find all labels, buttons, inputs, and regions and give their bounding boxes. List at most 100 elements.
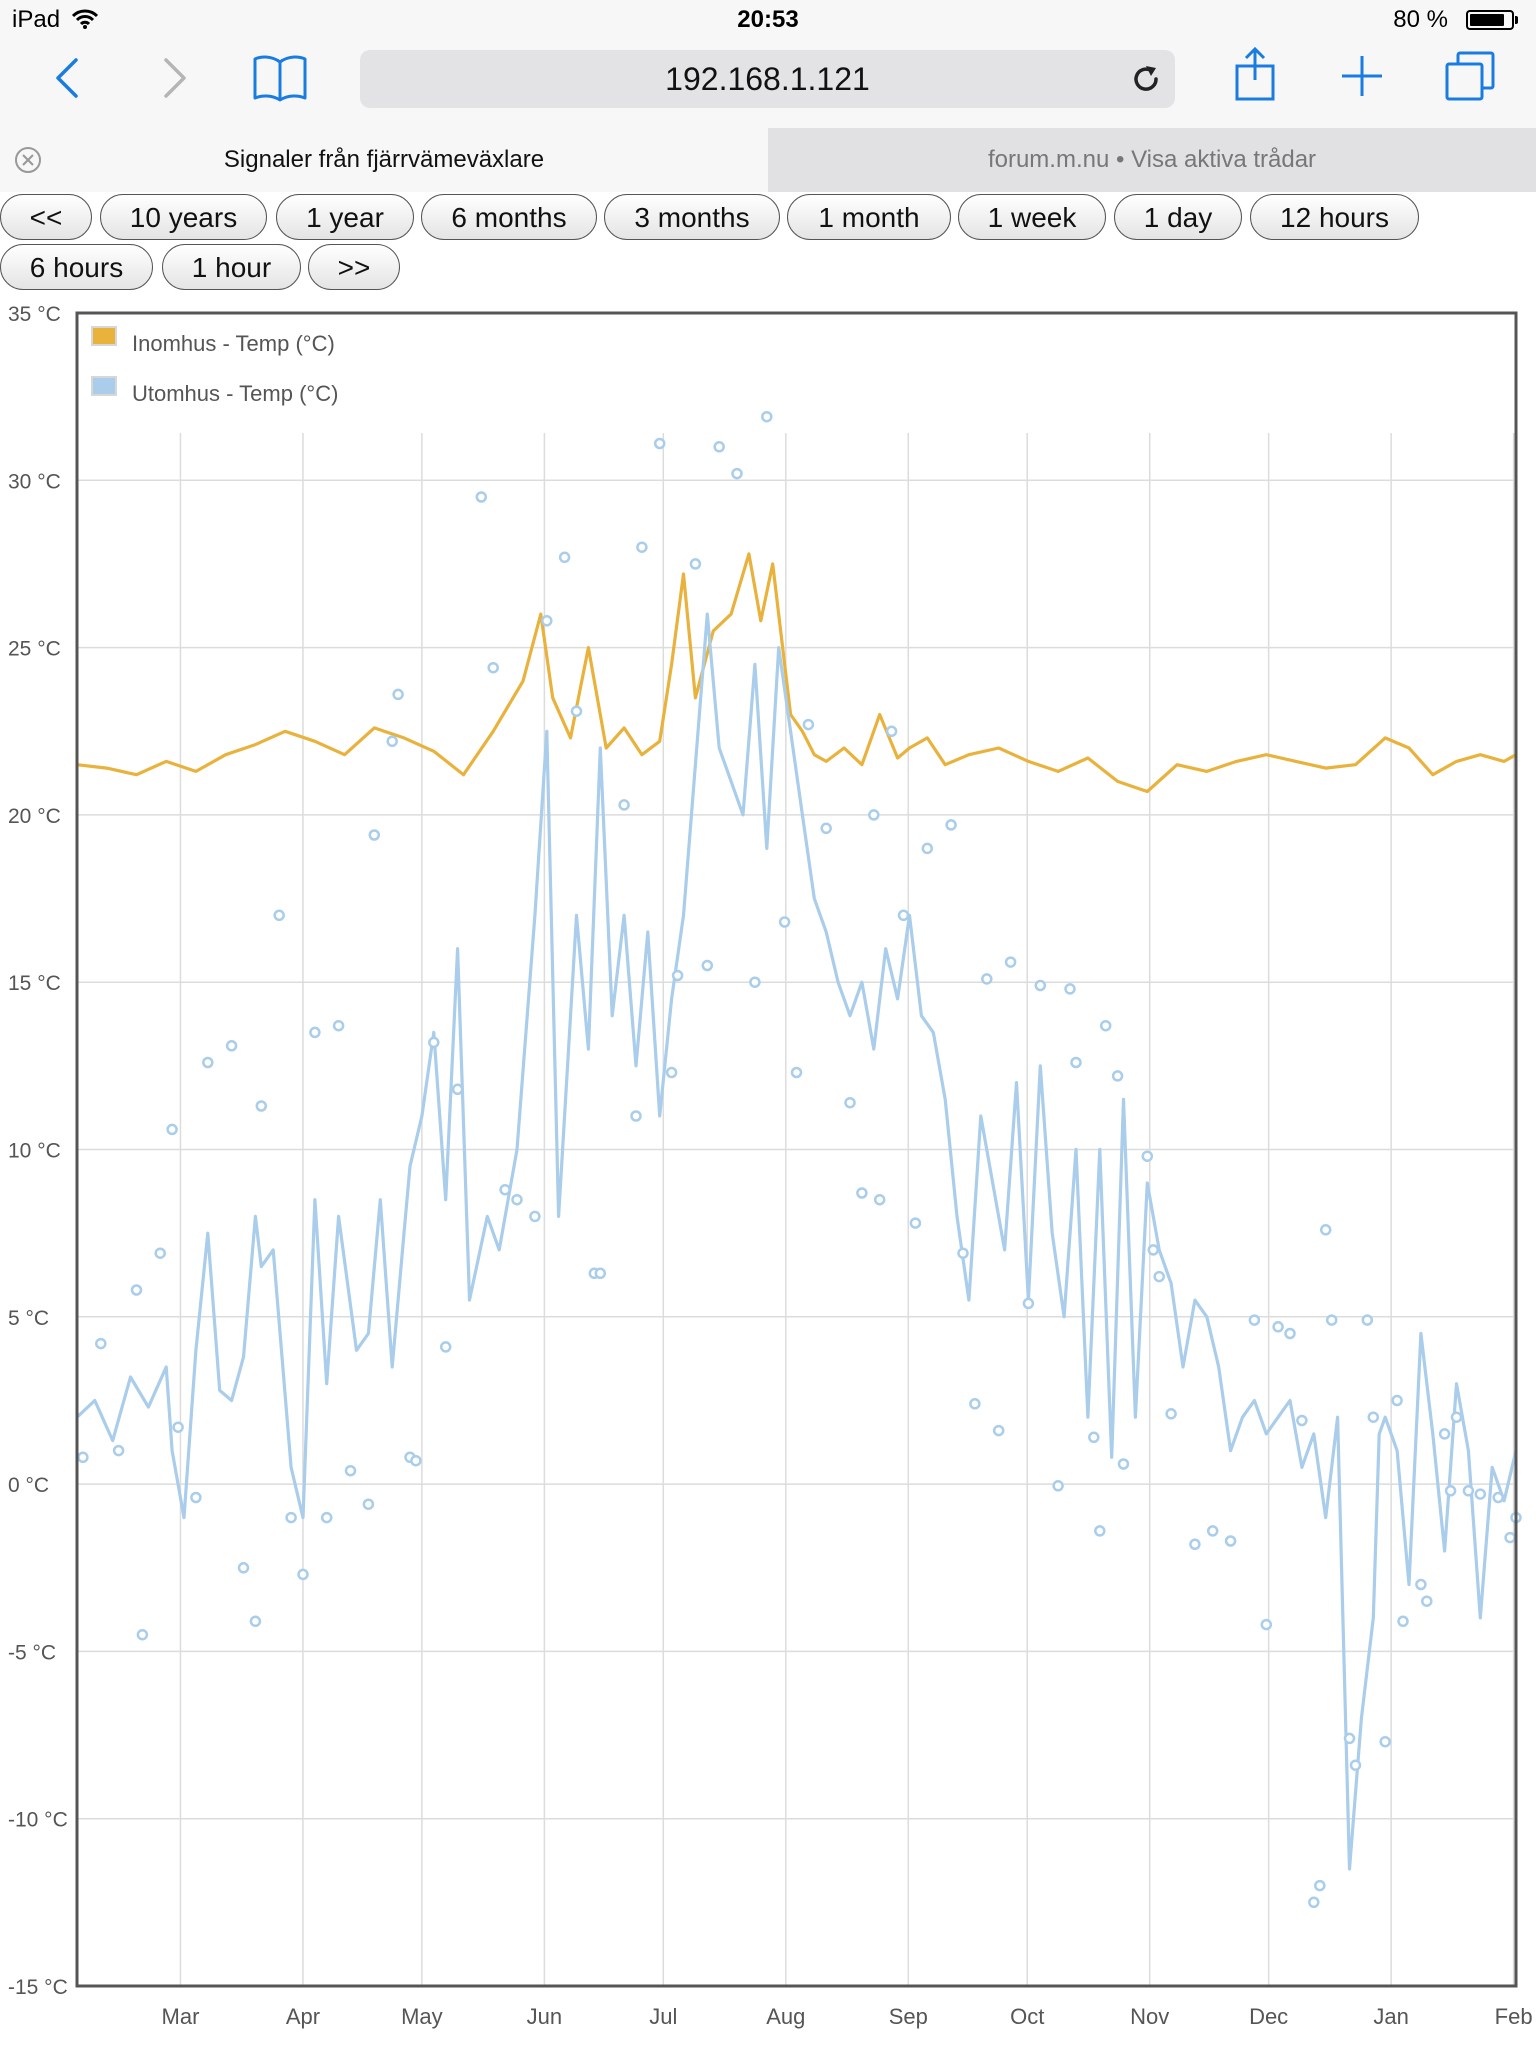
range-button-1-month[interactable]: 1 month	[787, 194, 951, 240]
outdoor-data-point	[636, 541, 648, 553]
outdoor-data-point	[136, 1628, 149, 1641]
outdoor-data-point	[1444, 1485, 1457, 1497]
back-icon[interactable]	[52, 56, 82, 100]
outdoor-data-point	[945, 819, 957, 831]
outdoor-data-point	[95, 1337, 107, 1350]
range-button-1-year[interactable]: 1 year	[276, 194, 414, 240]
outdoor-data-point	[1088, 1431, 1100, 1444]
outdoor-data-point	[1415, 1578, 1427, 1591]
outdoor-data-point	[1397, 1615, 1409, 1628]
range-button-1-week[interactable]: 1 week	[958, 194, 1106, 240]
url-text[interactable]: 192.168.1.121	[665, 61, 870, 97]
outdoor-data-point	[130, 1284, 143, 1296]
outdoor-data-point	[1296, 1414, 1308, 1427]
outdoor-data-point	[1064, 983, 1076, 995]
x-tick-label: Sep	[889, 2004, 928, 2029]
outdoor-data-point	[1224, 1535, 1237, 1547]
forward-icon[interactable]	[160, 56, 190, 100]
grid-lines	[77, 433, 1516, 1986]
outdoor-data-point	[77, 1451, 89, 1464]
device-name: iPad	[12, 6, 61, 33]
bookmarks-icon[interactable]	[252, 54, 308, 102]
x-tick-label: Jun	[527, 2004, 562, 2029]
outdoor-data-point	[1022, 1297, 1035, 1310]
outdoor-data-point	[428, 1036, 440, 1049]
range-button-next[interactable]: >>	[308, 244, 400, 290]
outdoor-data-point	[1260, 1618, 1273, 1631]
outdoor-data-point	[1462, 1485, 1475, 1497]
outdoor-data-point	[1153, 1270, 1165, 1283]
battery-percentage: 80 %	[1393, 6, 1448, 33]
outdoor-data-point	[368, 829, 381, 841]
range-button-6-hours[interactable]: 6 hours	[0, 244, 153, 290]
y-tick-label: -5 °C	[8, 1641, 56, 1664]
outdoor-data-point	[439, 1341, 452, 1353]
close-tab-icon[interactable]	[14, 146, 42, 174]
outdoor-data-point	[499, 1183, 511, 1196]
outdoor-data-point	[297, 1568, 309, 1581]
range-button-12-hours[interactable]: 12 hours	[1250, 194, 1419, 240]
outdoor-data-point	[618, 799, 630, 811]
y-tick-label: -10 °C	[8, 1809, 68, 1832]
outdoor-data-point	[856, 1187, 868, 1199]
outdoor-data-point	[202, 1056, 214, 1069]
series-layer	[75, 410, 1522, 1909]
outdoor-data-point	[1284, 1327, 1296, 1340]
outdoor-data-point	[1379, 1735, 1391, 1748]
outdoor-data-point	[344, 1464, 357, 1477]
outdoor-data-point	[1438, 1428, 1451, 1440]
outdoor-data-point	[1272, 1321, 1284, 1333]
outdoor-data-point	[475, 491, 488, 503]
wifi-icon	[72, 9, 98, 29]
range-button-1-hour[interactable]: 1 hour	[162, 244, 301, 290]
outdoor-data-point	[921, 842, 934, 855]
new-tab-icon[interactable]	[1340, 54, 1384, 98]
x-tick-label: Jul	[649, 2004, 677, 2029]
outdoor-data-point	[237, 1562, 250, 1574]
y-tick-label: 20 °C	[8, 805, 61, 828]
outdoor-data-point	[386, 735, 398, 748]
outdoor-data-point	[713, 441, 725, 453]
outdoor-data-point	[362, 1498, 375, 1510]
range-button-6-months[interactable]: 6 months	[421, 194, 597, 240]
tabs-overview-icon[interactable]	[1444, 50, 1496, 102]
outdoor-data-point	[570, 705, 583, 717]
outdoor-data-point	[112, 1444, 125, 1457]
outdoor-data-point	[249, 1615, 262, 1628]
tab-label-active: Signaler från fjärrvämeväxlare	[223, 146, 545, 173]
outdoor-data-point	[410, 1454, 422, 1467]
outdoor-data-point	[1421, 1595, 1433, 1607]
outdoor-data-point	[1034, 979, 1047, 992]
outdoor-data-point	[190, 1491, 202, 1504]
outdoor-data-point	[1314, 1879, 1326, 1892]
y-tick-label: 35 °C	[8, 303, 61, 326]
range-button-3-months[interactable]: 3 months	[604, 194, 780, 240]
legend-label-outdoor: Utomhus - Temp (°C)	[132, 381, 338, 406]
y-axis: 35 °C 30 °C 25 °C 20 °C 15 °C 10 °C 5 °C 0 °C -5…	[8, 303, 68, 1999]
tab-label-inactive: forum.m.nu • Visa aktiva trådar	[987, 146, 1317, 173]
range-button-prev[interactable]: <<	[0, 194, 92, 240]
reload-icon[interactable]	[1129, 62, 1163, 96]
outdoor-data-point	[166, 1123, 178, 1136]
range-button-10-years[interactable]: 10 years	[100, 194, 267, 240]
outdoor-data-point	[1450, 1411, 1463, 1423]
outdoor-data-point	[1248, 1314, 1261, 1326]
outdoor-data-point	[154, 1247, 166, 1259]
outdoor-data-point	[172, 1421, 184, 1433]
share-icon[interactable]	[1234, 46, 1276, 102]
outdoor-data-point	[1111, 1070, 1124, 1082]
tab-active[interactable]: Signaler från fjärrvämeväxlare	[0, 128, 768, 192]
outdoor-data-point	[802, 718, 815, 731]
outdoor-data-point	[392, 688, 404, 701]
outdoor-data-point	[487, 661, 499, 674]
x-tick-label: May	[401, 2004, 443, 2029]
y-tick-label: 15 °C	[8, 972, 61, 995]
outdoor-data-point	[969, 1398, 981, 1410]
address-bar[interactable]: 192.168.1.121	[360, 50, 1175, 108]
outdoor-data-point	[992, 1424, 1005, 1437]
tab-inactive[interactable]: forum.m.nu • Visa aktiva trådar	[768, 128, 1536, 192]
outdoor-data-point	[778, 916, 791, 928]
outdoor-data-point	[529, 1210, 541, 1223]
range-button-1-day[interactable]: 1 day	[1114, 194, 1242, 240]
y-tick-label: 25 °C	[8, 638, 61, 661]
